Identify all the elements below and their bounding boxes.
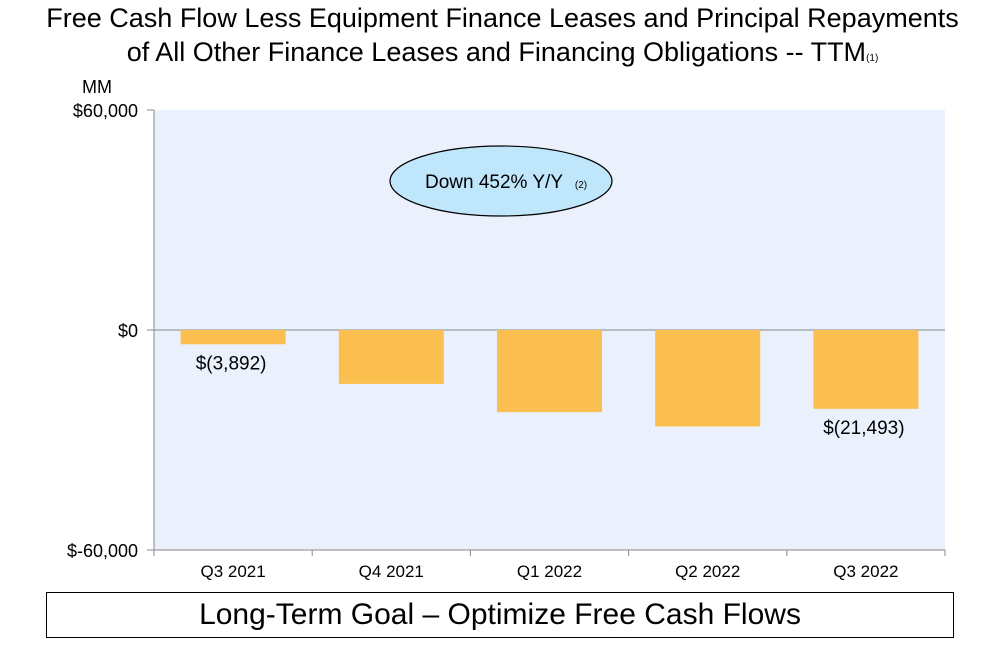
long-term-goal-box: Long-Term Goal – Optimize Free Cash Flow… [46, 592, 954, 638]
annotation-text: Down 452% Y/Y [425, 172, 563, 193]
bar [655, 330, 761, 427]
chart-title-line-2: of All Other Finance Leases and Financin… [0, 36, 1005, 75]
bar [497, 330, 602, 413]
bar [813, 330, 919, 409]
bar [180, 330, 286, 345]
chart-title-line-2-text: of All Other Finance Leases and Financin… [126, 37, 867, 67]
annotation: Down 452% Y/Y (2) [389, 145, 613, 217]
x-tick-label: Q1 2022 [517, 562, 582, 581]
data-label: $(21,493) [823, 418, 904, 439]
long-term-goal-text: Long-Term Goal – Optimize Free Cash Flow… [199, 598, 801, 631]
data-label: $(3,892) [196, 353, 267, 374]
x-axis: Q3 2021 Q4 2021 Q1 2022 Q2 2022 Q3 2022 [153, 549, 946, 581]
y-tick-label: $0 [118, 321, 138, 341]
bar-chart: MM $60,000 $0 $-60,000 Q3 2021 Q4 2021 Q1 20… [67, 77, 946, 581]
annotation-ellipse [389, 145, 613, 217]
x-tick-label: Q3 2021 [200, 562, 265, 581]
y-tick-label: $60,000 [73, 101, 138, 121]
annotation-footnote: (2) [575, 180, 587, 191]
bar [338, 330, 444, 384]
unit-label: MM [82, 77, 112, 97]
x-tick-label: Q2 2022 [675, 562, 740, 581]
x-tick-label: Q4 2021 [359, 562, 424, 581]
x-tick-label: Q3 2022 [833, 562, 898, 581]
bars: $(3,892) $(21,493) [180, 330, 919, 439]
y-tick-label: $-60,000 [67, 541, 138, 561]
title-footnote: (1) [866, 53, 879, 64]
chart-title-line-1: Free Cash Flow Less Equipment Finance Le… [46, 3, 959, 33]
